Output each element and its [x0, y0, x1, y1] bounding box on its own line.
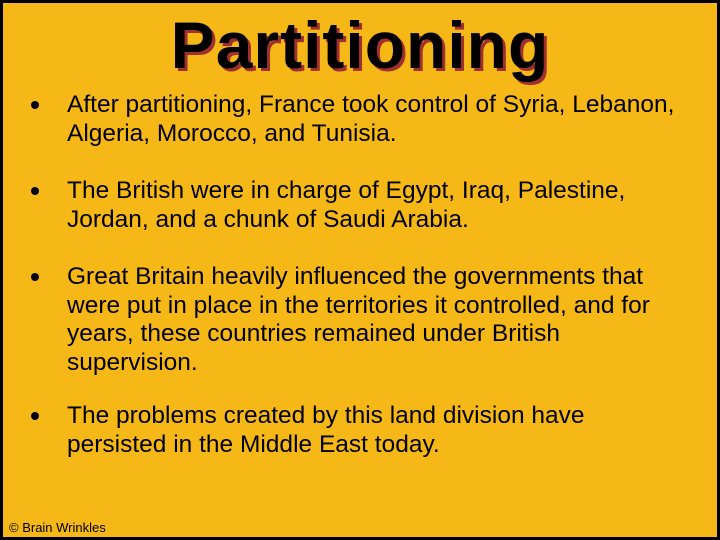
bullet-text: Great Britain heavily influenced the gov…	[67, 263, 689, 379]
bullet-list: After partitioning, France took control …	[3, 91, 717, 460]
bullet-text: After partitioning, France took control …	[67, 91, 689, 149]
slide-title: Partitioning	[3, 7, 717, 83]
list-item: Great Britain heavily influenced the gov…	[31, 263, 689, 379]
slide: Partitioning After partitioning, France …	[0, 0, 720, 540]
bullet-text: The problems created by this land divisi…	[67, 402, 689, 460]
bullet-text: The British were in charge of Egypt, Ira…	[67, 177, 689, 235]
list-item: The British were in charge of Egypt, Ira…	[31, 177, 689, 235]
bullet-dot-icon	[31, 187, 39, 195]
list-item: The problems created by this land divisi…	[31, 402, 689, 460]
copyright-footer: © Brain Wrinkles	[9, 520, 106, 535]
list-item: After partitioning, France took control …	[31, 91, 689, 149]
bullet-dot-icon	[31, 273, 39, 281]
bullet-dot-icon	[31, 412, 39, 420]
bullet-dot-icon	[31, 101, 39, 109]
